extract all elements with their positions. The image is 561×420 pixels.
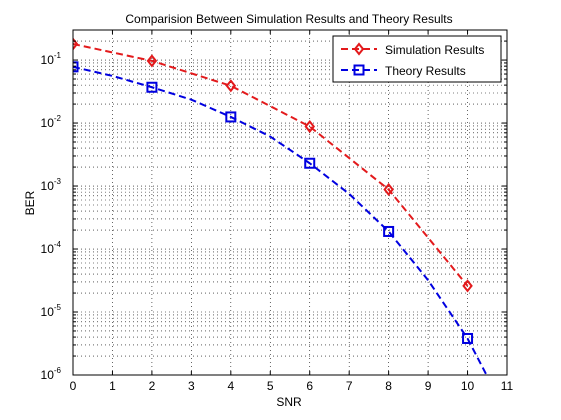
legend-entry-simulation: Simulation Results xyxy=(385,43,484,57)
x-tick-label: 10 xyxy=(461,379,475,393)
y-axis-label: BER xyxy=(23,190,37,215)
legend-entry-theory: Theory Results xyxy=(385,64,466,78)
x-tick-label: 9 xyxy=(425,379,432,393)
x-tick-label: 3 xyxy=(188,379,195,393)
x-tick-label: 4 xyxy=(227,379,234,393)
x-tick-label: 11 xyxy=(501,379,514,393)
x-tick-label: 0 xyxy=(70,379,77,393)
x-tick-label: 8 xyxy=(385,379,392,393)
x-axis-label: SNR xyxy=(276,395,302,409)
legend: Simulation Results Theory Results xyxy=(333,36,501,82)
x-tick-label: 7 xyxy=(346,379,353,393)
x-tick-label: 6 xyxy=(306,379,313,393)
x-tick-label: 1 xyxy=(109,379,116,393)
x-tick-label: 5 xyxy=(267,379,274,393)
chart-title: Comparision Between Simulation Results a… xyxy=(125,12,452,26)
x-tick-label: 2 xyxy=(149,379,156,393)
